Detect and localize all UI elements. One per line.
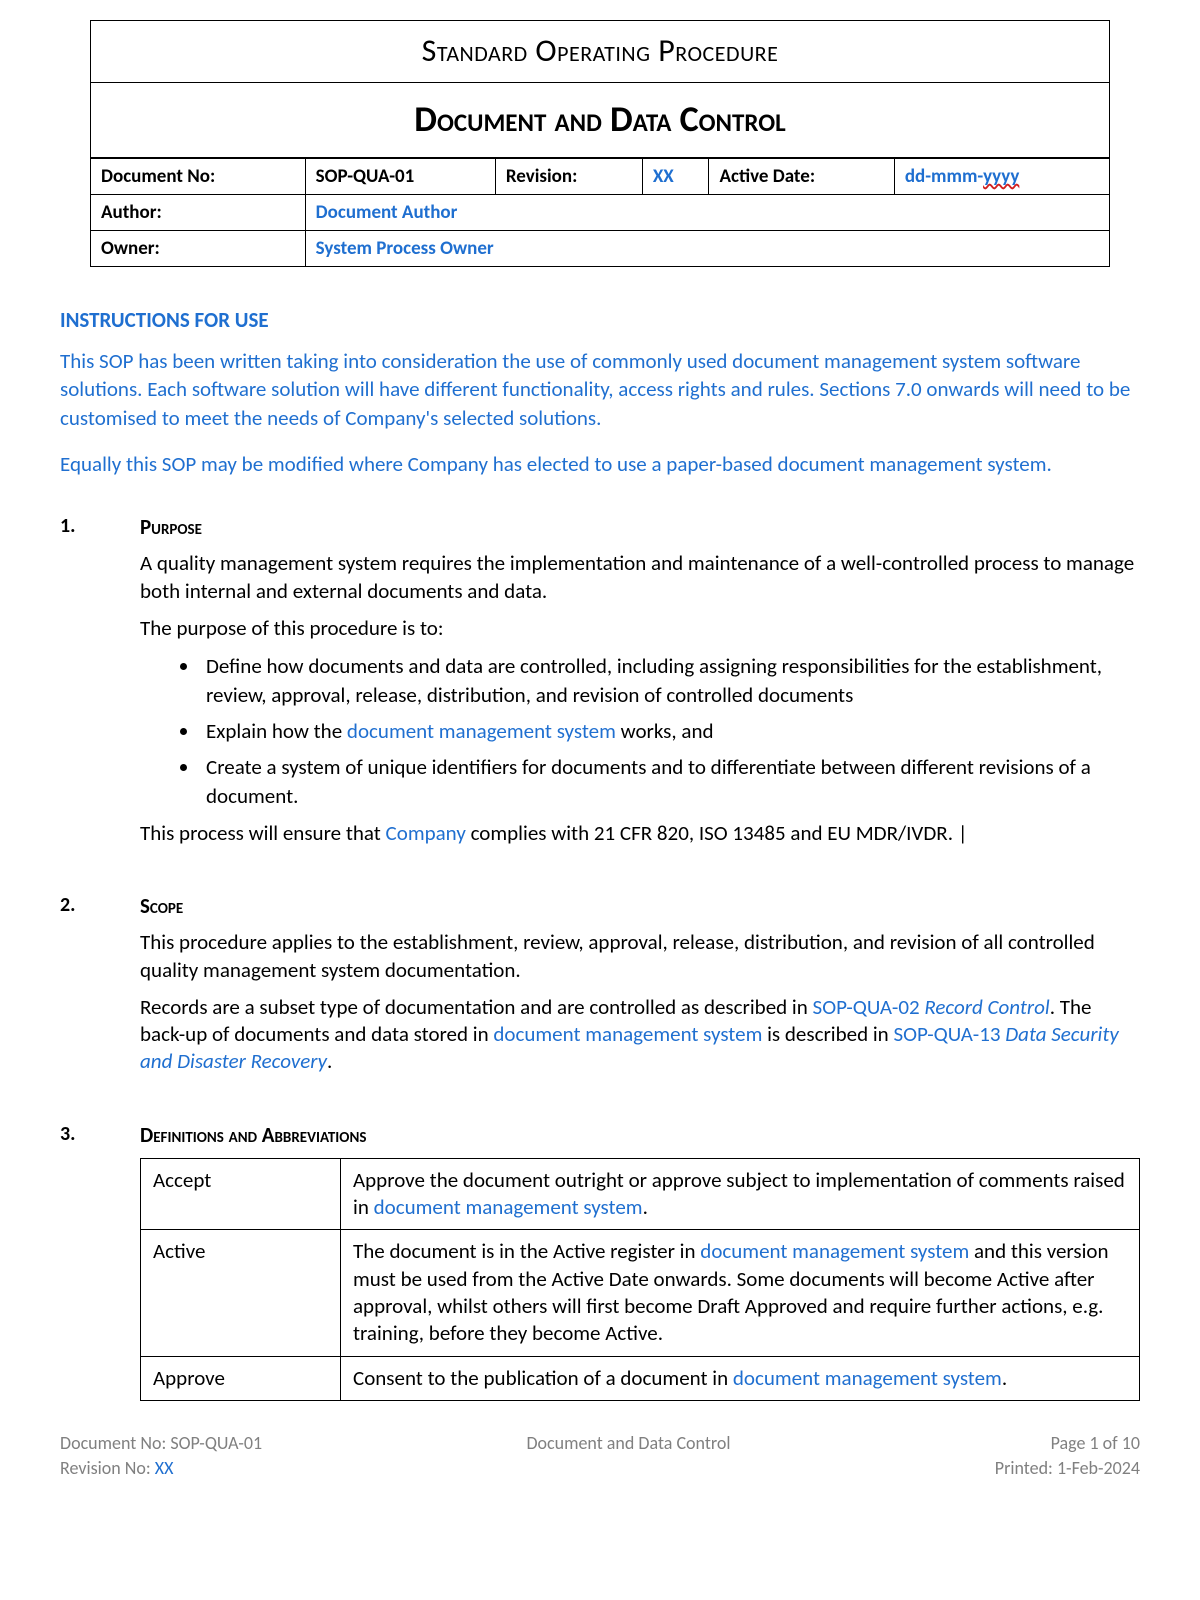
purpose-p3[interactable]: This process will ensure that Company co… bbox=[140, 820, 1140, 847]
purpose-p1: A quality management system requires the… bbox=[140, 550, 1140, 605]
doc-no-value: SOP-QUA-01 bbox=[305, 159, 495, 195]
section-scope: 2. Scope This procedure applies to the e… bbox=[60, 893, 1140, 1085]
definitions-table: Accept Approve the document outright or … bbox=[140, 1158, 1140, 1401]
bullet-2: Explain how the document management syst… bbox=[200, 717, 1140, 745]
table-row: Active The document is in the Active reg… bbox=[141, 1230, 1140, 1356]
table-row: Approve Consent to the publication of a … bbox=[141, 1356, 1140, 1400]
instructions-heading: INSTRUCTIONS FOR USE bbox=[60, 307, 1140, 333]
scope-p1: This procedure applies to the establishm… bbox=[140, 929, 1140, 984]
owner-label: Owner: bbox=[91, 231, 305, 267]
def-text: The document is in the Active register i… bbox=[341, 1230, 1140, 1356]
def-term: Accept bbox=[141, 1158, 341, 1230]
active-date-value: dd-mmm-yyyy bbox=[894, 159, 1109, 195]
doc-type-title: Standard Operating Procedure bbox=[91, 21, 1109, 83]
owner-value: System Process Owner bbox=[305, 231, 1109, 267]
header-box: Standard Operating Procedure Document an… bbox=[90, 20, 1110, 267]
section-purpose: 1. Purpose A quality management system r… bbox=[60, 514, 1140, 857]
purpose-p2: The purpose of this procedure is to: bbox=[140, 615, 1140, 642]
section-definitions: 3. Definitions and Abbreviations Accept … bbox=[60, 1122, 1140, 1401]
scope-p2: Records are a subset type of documentati… bbox=[140, 994, 1140, 1076]
def-term: Active bbox=[141, 1230, 341, 1356]
meta-table: Document No: SOP-QUA-01 Revision: XX Act… bbox=[91, 158, 1109, 266]
instructions-p1: This SOP has been written taking into co… bbox=[60, 347, 1140, 432]
section-num: 1. bbox=[60, 514, 140, 857]
page-footer: Document No: SOP-QUA-01 Revision No: XX … bbox=[0, 1421, 1200, 1481]
revision-label: Revision: bbox=[495, 159, 642, 195]
purpose-bullets: Define how documents and data are contro… bbox=[140, 652, 1140, 810]
section-heading: Scope bbox=[140, 893, 1140, 919]
doc-title: Document and Data Control bbox=[91, 83, 1109, 158]
section-heading: Purpose bbox=[140, 514, 1140, 540]
bullet-3: Create a system of unique identifiers fo… bbox=[200, 753, 1140, 810]
bullet-1: Define how documents and data are contro… bbox=[200, 652, 1140, 709]
active-date-label: Active Date: bbox=[709, 159, 894, 195]
footer-right: Page 1 of 10 Printed: 1-Feb-2024 bbox=[995, 1431, 1140, 1481]
instructions-p2: Equally this SOP may be modified where C… bbox=[60, 450, 1140, 478]
def-term: Approve bbox=[141, 1356, 341, 1400]
section-num: 3. bbox=[60, 1122, 140, 1401]
def-text: Approve the document outright or approve… bbox=[341, 1158, 1140, 1230]
document-page: Standard Operating Procedure Document an… bbox=[0, 0, 1200, 1421]
def-text: Consent to the publication of a document… bbox=[341, 1356, 1140, 1400]
section-num: 2. bbox=[60, 893, 140, 1085]
author-label: Author: bbox=[91, 195, 305, 231]
table-row: Accept Approve the document outright or … bbox=[141, 1158, 1140, 1230]
footer-center: Document and Data Control bbox=[262, 1431, 995, 1481]
footer-left: Document No: SOP-QUA-01 Revision No: XX bbox=[60, 1431, 262, 1481]
revision-value: XX bbox=[642, 159, 709, 195]
section-heading: Definitions and Abbreviations bbox=[140, 1122, 1140, 1148]
doc-no-label: Document No: bbox=[91, 159, 305, 195]
author-value: Document Author bbox=[305, 195, 1109, 231]
